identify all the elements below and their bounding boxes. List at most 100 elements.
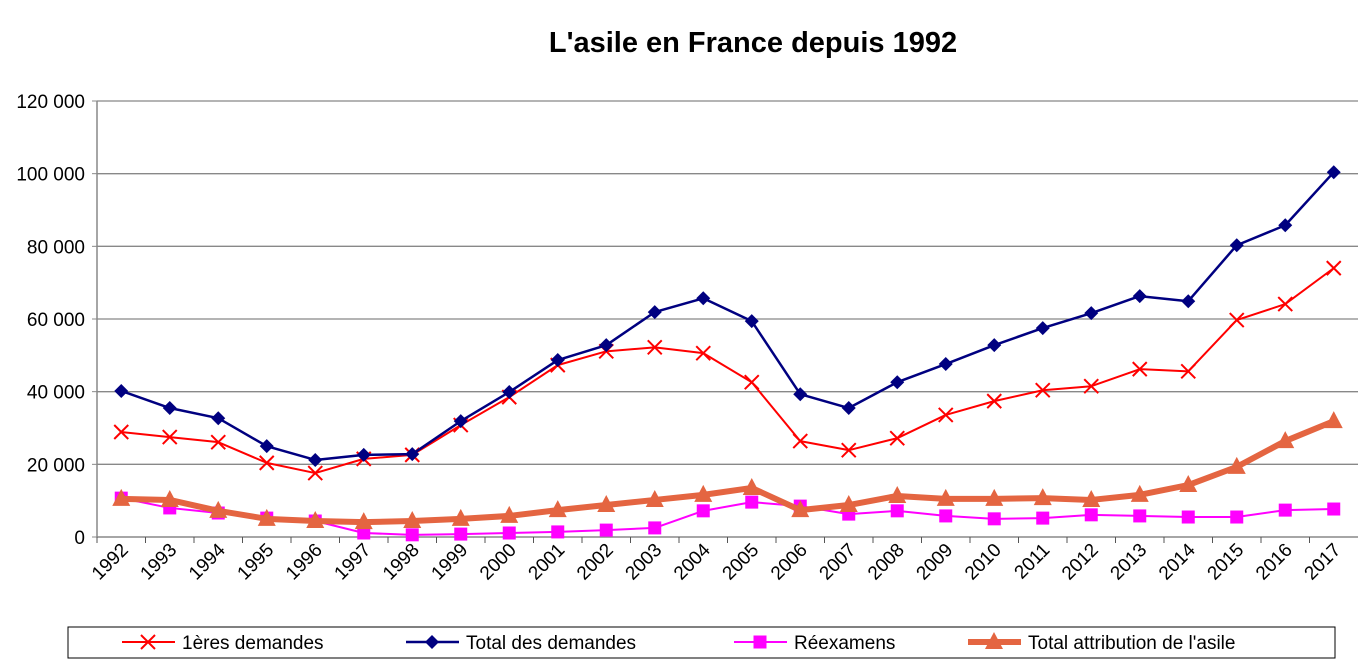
x-tick-label: 2001 [525, 540, 570, 585]
x-mark-stroke [1277, 296, 1293, 312]
legend-label: Réexamens [794, 633, 895, 654]
y-tick-label: 40 000 [27, 383, 85, 404]
diamond-marker [1035, 321, 1050, 336]
triangle-marker [742, 477, 761, 495]
diamond-marker [987, 338, 1002, 353]
diamond-marker [1278, 218, 1293, 233]
triangle-marker [451, 508, 470, 526]
square-marker [648, 521, 662, 535]
square-marker [987, 512, 1001, 526]
square-marker [745, 495, 759, 509]
triangle-marker [936, 488, 955, 506]
x-mark-stroke [259, 455, 275, 471]
x-tick-label: 2010 [961, 540, 1006, 585]
triangle-marker [839, 495, 858, 513]
square-marker [890, 504, 904, 518]
y-tick-label: 60 000 [27, 310, 85, 331]
triangle-marker [257, 508, 276, 526]
diamond-marker [259, 439, 274, 454]
x-tick-label: 1993 [137, 540, 182, 585]
x-tick-label: 1996 [282, 540, 327, 585]
square-marker [1327, 502, 1341, 516]
triangle-marker [888, 485, 907, 503]
triangle-marker [791, 500, 810, 518]
x-tick-label: 2003 [622, 540, 667, 585]
diamond-marker [1326, 165, 1341, 180]
diamond-marker [425, 635, 439, 649]
x-marker [1326, 260, 1342, 276]
diamond-marker [356, 447, 371, 462]
series-line [121, 497, 1334, 536]
x-marker [210, 434, 226, 450]
square-marker [1181, 510, 1195, 524]
square-marker [502, 526, 516, 540]
triangle-marker [1033, 488, 1052, 506]
square-marker [405, 528, 419, 542]
x-mark-stroke [1326, 260, 1342, 276]
diamond-marker [1181, 294, 1196, 309]
series-2 [114, 491, 1341, 542]
diamond-marker [502, 385, 517, 400]
legend-label: Total attribution de l'asile [1028, 633, 1235, 654]
diamond-marker [405, 447, 420, 462]
x-marker [841, 442, 857, 458]
series-1 [114, 165, 1341, 467]
x-mark-stroke [938, 407, 954, 423]
x-mark-stroke [1229, 312, 1245, 328]
x-marker [1277, 296, 1293, 312]
y-tick-label: 120 000 [16, 92, 85, 113]
diamond-marker [308, 452, 323, 467]
series-line [121, 418, 1335, 526]
triangle-marker [1227, 456, 1246, 474]
triangle-marker [403, 511, 422, 529]
series-0 [113, 260, 1342, 481]
x-mark-stroke [140, 634, 156, 650]
diamond-marker [599, 338, 614, 353]
chart-title: L'asile en France depuis 1992 [549, 27, 957, 59]
x-mark-stroke [841, 442, 857, 458]
x-tick-label: 2007 [816, 540, 861, 585]
x-tick-label: 2011 [1011, 540, 1055, 584]
x-mark-stroke [307, 465, 323, 481]
x-tick-label: 2009 [913, 540, 958, 585]
square-marker [454, 527, 468, 541]
x-tick-label: 2014 [1155, 539, 1200, 584]
y-tick-label: 20 000 [27, 455, 85, 476]
x-mark-stroke [744, 374, 760, 390]
series-3 [112, 411, 1343, 530]
legend-box [67, 626, 1336, 659]
legend-label: Total des demandes [466, 633, 636, 654]
x-marker [695, 345, 711, 361]
x-marker [307, 465, 323, 481]
triangle-marker [112, 488, 131, 506]
diamond-marker [453, 414, 468, 429]
x-mark-stroke [113, 424, 129, 440]
square-marker [551, 525, 565, 539]
x-marker [647, 339, 663, 356]
square-marker [1278, 503, 1292, 517]
x-marker [1132, 361, 1148, 377]
diamond-marker [744, 314, 759, 329]
x-marker [1229, 312, 1245, 328]
x-mark-stroke [210, 434, 226, 450]
diamond-marker [647, 305, 662, 320]
x-tick-label: 2013 [1107, 540, 1152, 585]
x-tick-label: 2012 [1058, 540, 1103, 585]
triangle-marker [354, 512, 373, 530]
diamond-marker [938, 357, 953, 372]
triangle-marker [1130, 484, 1149, 502]
x-mark-stroke [792, 433, 808, 449]
x-tick-label: 2015 [1204, 540, 1249, 585]
diamond-marker [890, 375, 905, 390]
x-mark-stroke [986, 393, 1002, 409]
x-mark-stroke [695, 345, 711, 361]
square-marker [696, 504, 710, 518]
x-tick-label: 2006 [767, 540, 812, 585]
triangle-marker [209, 500, 228, 518]
triangle-marker [1179, 475, 1198, 493]
x-marker [744, 374, 760, 390]
diamond-marker [696, 291, 711, 306]
triangle-marker [597, 495, 616, 513]
diamond-marker [793, 387, 808, 402]
